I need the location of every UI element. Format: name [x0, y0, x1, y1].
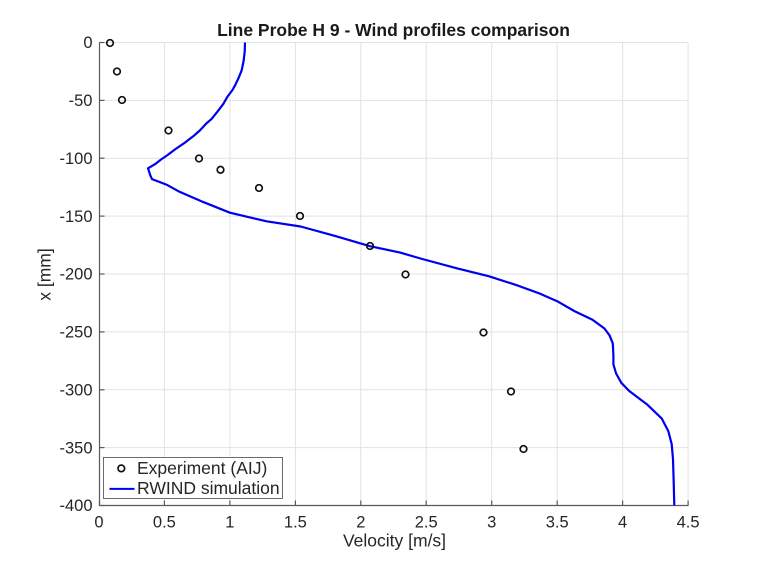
svg-text:-150: -150	[59, 208, 92, 226]
svg-text:-50: -50	[69, 92, 93, 110]
svg-text:4.5: 4.5	[677, 514, 700, 532]
svg-text:-300: -300	[59, 382, 92, 400]
svg-text:-100: -100	[59, 150, 92, 168]
svg-text:RWIND simulation: RWIND simulation	[137, 478, 280, 498]
svg-text:3: 3	[487, 514, 496, 532]
svg-text:0: 0	[83, 34, 92, 52]
svg-text:2.5: 2.5	[415, 514, 438, 532]
svg-text:4: 4	[618, 514, 627, 532]
svg-text:2: 2	[356, 514, 365, 532]
svg-text:Experiment (AIJ): Experiment (AIJ)	[137, 458, 267, 478]
svg-text:0: 0	[94, 514, 103, 532]
svg-text:-400: -400	[59, 497, 92, 515]
svg-text:1.5: 1.5	[284, 514, 307, 532]
svg-text:0.5: 0.5	[153, 514, 176, 532]
svg-text:x [mm]: x [mm]	[35, 248, 55, 301]
svg-text:Velocity [m/s]: Velocity [m/s]	[343, 531, 446, 551]
svg-text:-200: -200	[59, 266, 92, 284]
svg-text:-250: -250	[59, 324, 92, 342]
svg-text:Line Probe H 9 - Wind profiles: Line Probe H 9 - Wind profiles compariso…	[217, 20, 570, 40]
svg-text:3.5: 3.5	[546, 514, 569, 532]
svg-text:1: 1	[225, 514, 234, 532]
svg-text:-350: -350	[59, 439, 92, 457]
